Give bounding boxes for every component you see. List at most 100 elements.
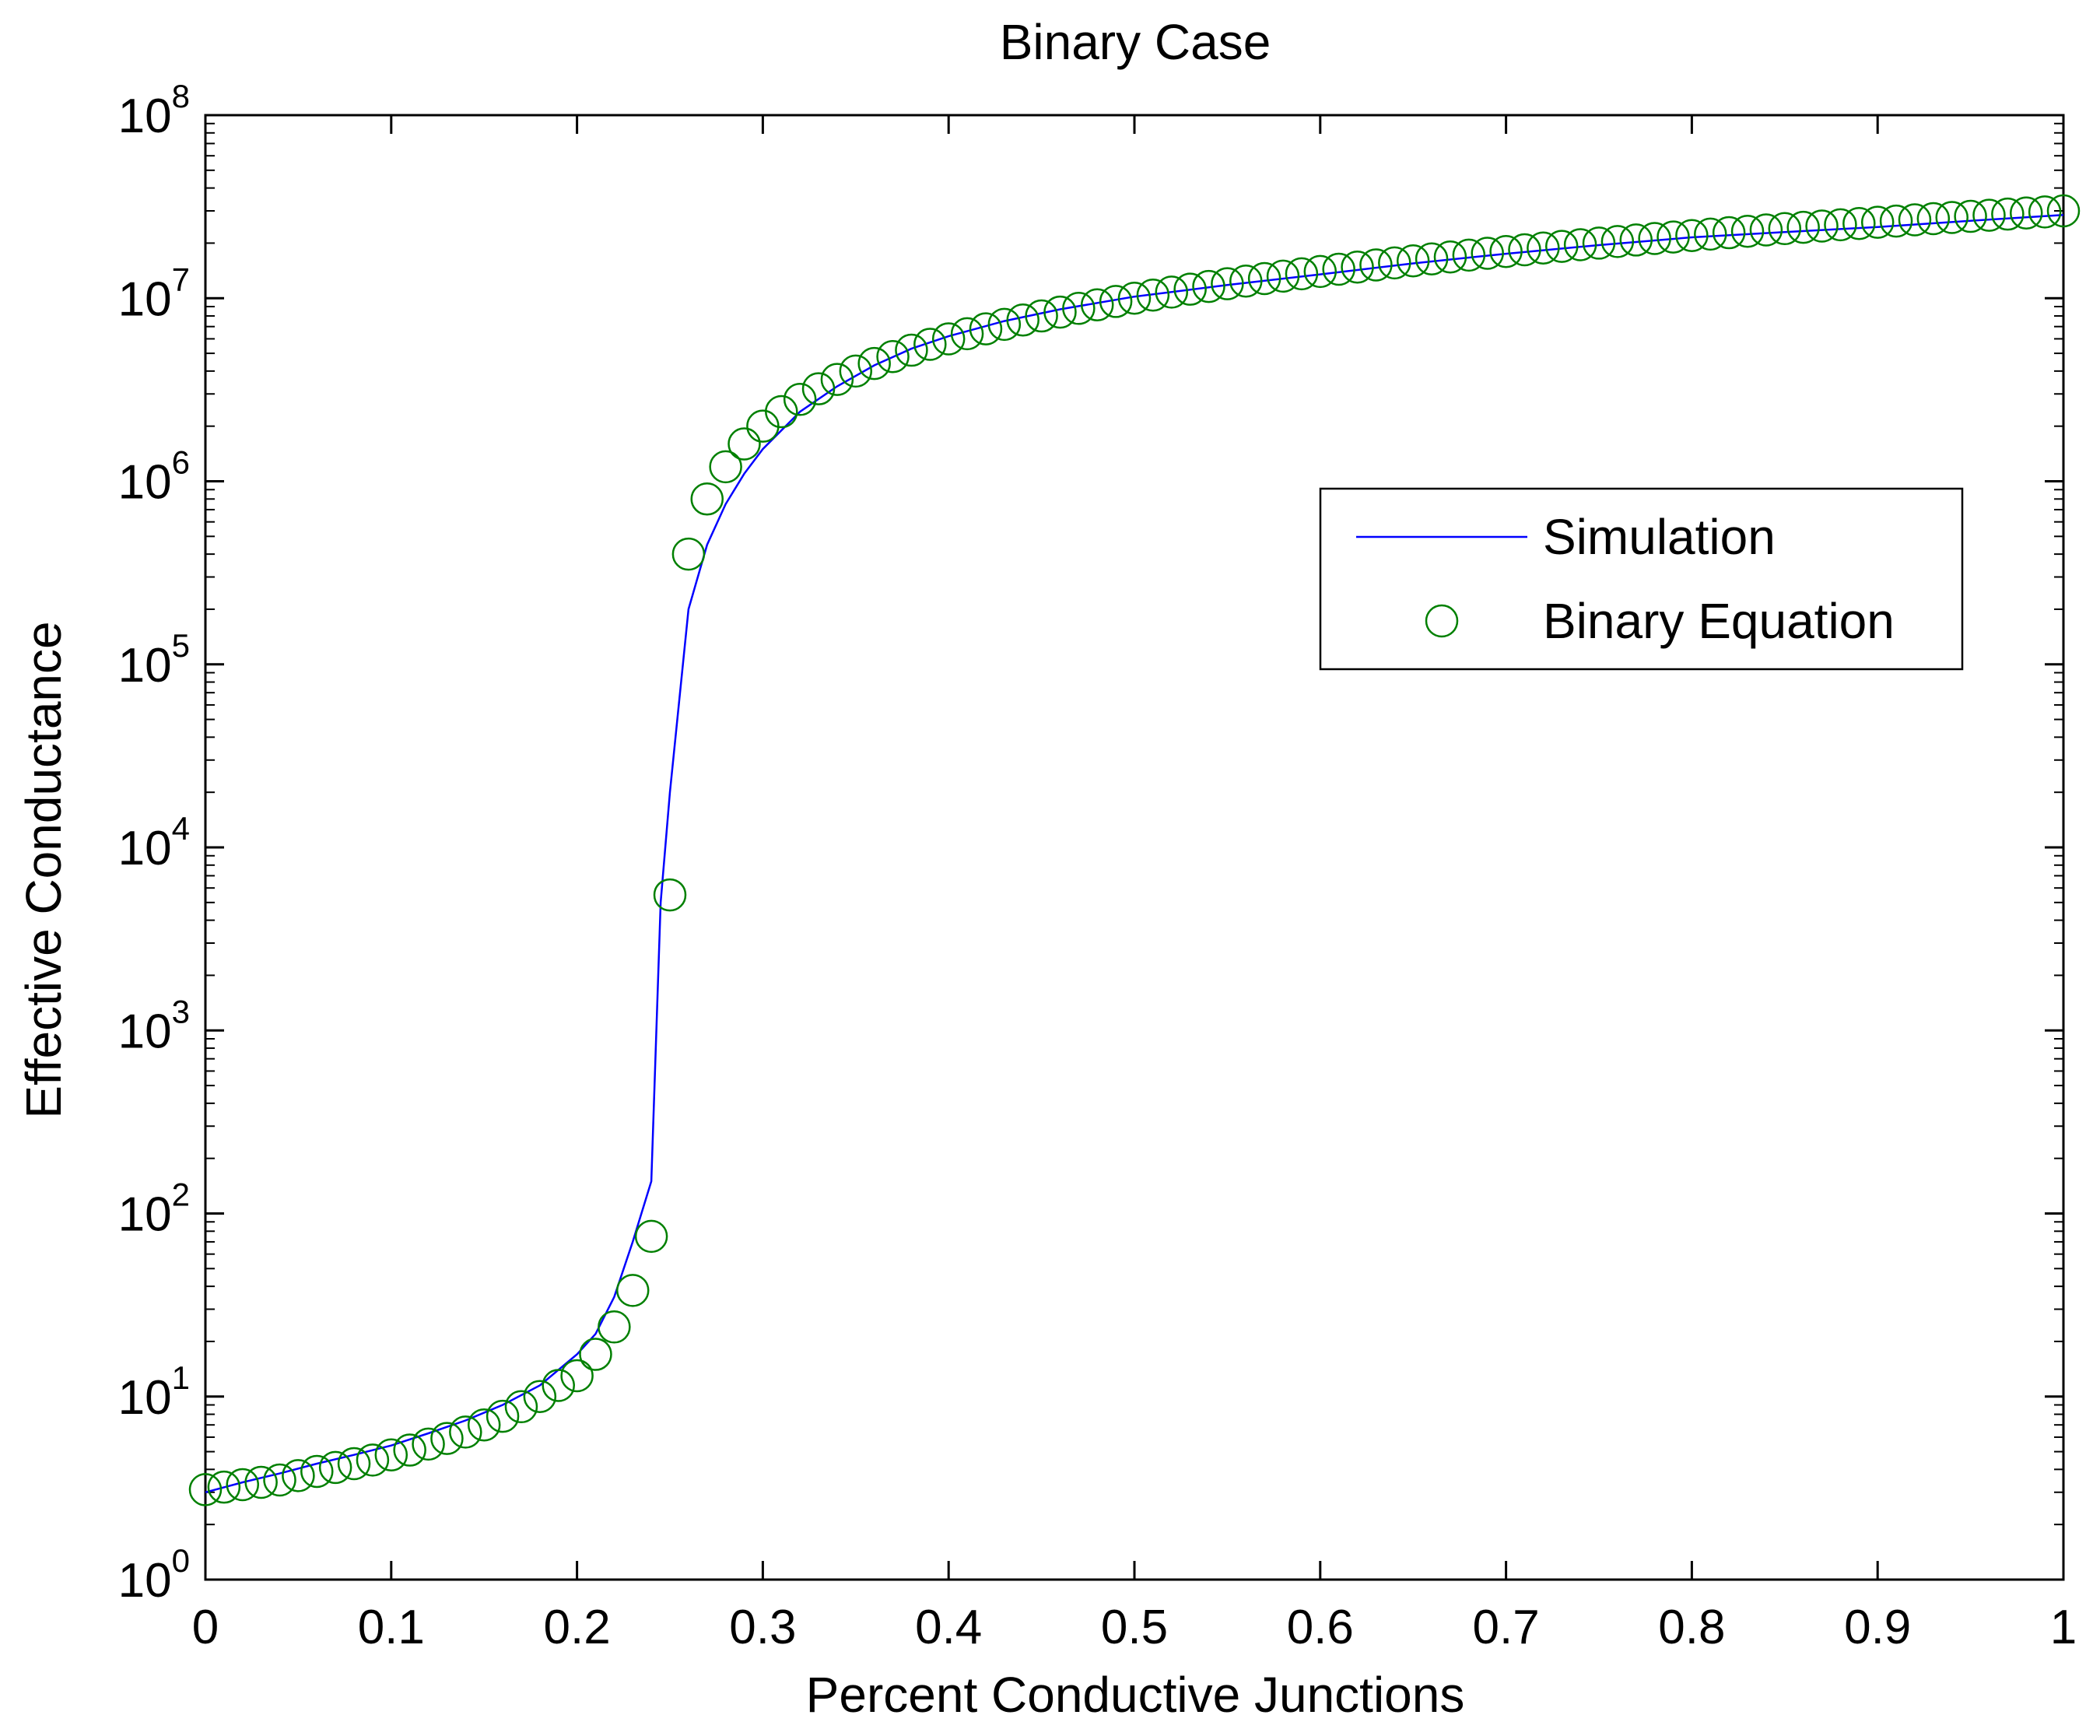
y-tick-label-base: 10	[118, 272, 172, 326]
data-point-binary-equation	[1471, 237, 1504, 270]
data-point-binary-equation	[560, 1359, 594, 1393]
data-point-binary-equation	[839, 354, 873, 388]
data-point-binary-equation	[486, 1399, 520, 1433]
data-point-binary-equation	[876, 339, 910, 374]
y-tick-label-base: 10	[118, 1371, 172, 1425]
data-point-binary-equation	[579, 1338, 612, 1371]
y-tick-label: 104	[118, 810, 190, 875]
data-point-binary-equation	[801, 372, 836, 405]
legend-box	[1319, 487, 1964, 671]
y-tick-label: 102	[118, 1177, 190, 1242]
y-tick-label-base: 10	[118, 639, 172, 693]
y-tick-label-base: 10	[118, 822, 172, 875]
data-point-binary-equation	[207, 1470, 241, 1504]
x-tick-label: 1	[2050, 1601, 2077, 1654]
data-point-binary-equation	[1359, 248, 1393, 282]
x-tick-label: 0	[192, 1601, 219, 1654]
data-point-binary-equation	[1749, 213, 1783, 247]
data-point-binary-equation	[430, 1422, 464, 1455]
y-tick-label: 108	[118, 78, 190, 143]
y-tick-label-exponent: 4	[172, 810, 190, 847]
data-point-binary-equation	[950, 317, 984, 351]
data-point-binary-equation	[1972, 198, 2006, 232]
data-point-binary-equation	[727, 427, 761, 461]
data-point-binary-equation	[1600, 225, 1635, 258]
data-point-binary-equation	[318, 1450, 352, 1485]
y-tick-label-base: 10	[118, 1188, 172, 1242]
data-point-binary-equation	[913, 328, 947, 361]
y-tick-label-exponent: 2	[172, 1177, 190, 1213]
y-tick-label: 103	[118, 993, 190, 1058]
data-point-binary-equation	[615, 1274, 650, 1307]
data-point-binary-equation	[1415, 242, 1449, 275]
x-tick-label: 0.9	[1844, 1601, 1911, 1654]
data-point-binary-equation	[765, 395, 798, 429]
data-point-binary-equation	[523, 1380, 557, 1413]
data-point-binary-equation	[1582, 226, 1616, 260]
data-point-binary-equation	[1657, 220, 1690, 254]
data-point-binary-equation	[337, 1447, 371, 1481]
data-point-binary-equation	[1527, 231, 1560, 265]
data-point-binary-equation	[226, 1468, 260, 1502]
data-point-binary-equation	[1229, 265, 1263, 298]
data-point-binary-equation	[1508, 233, 1541, 267]
data-point-binary-equation	[1544, 230, 1579, 263]
data-point-binary-equation	[263, 1463, 296, 1497]
data-point-binary-equation	[1117, 282, 1152, 315]
data-point-binary-equation	[820, 363, 854, 396]
y-tick-label-exponent: 3	[172, 993, 190, 1029]
x-tick-label: 0.2	[543, 1601, 610, 1654]
data-point-binary-equation	[1954, 199, 1987, 233]
data-point-binary-equation	[467, 1408, 501, 1442]
data-point-binary-equation	[1192, 269, 1225, 303]
y-tick-label: 101	[118, 1359, 190, 1425]
data-point-binary-equation	[1285, 257, 1319, 291]
data-point-binary-equation	[1062, 292, 1096, 325]
data-point-binary-equation	[1991, 197, 2025, 231]
data-point-binary-equation	[1675, 219, 1709, 252]
y-tick-label-base: 10	[118, 1005, 172, 1058]
x-tick-label: 0.4	[915, 1601, 982, 1654]
data-point-binary-equation	[2046, 194, 2081, 228]
data-point-binary-equation	[1433, 240, 1467, 274]
data-point-binary-equation	[1452, 238, 1486, 272]
y-tick-label: 100	[118, 1542, 190, 1608]
data-point-binary-equation	[1080, 288, 1114, 322]
data-point-binary-equation	[783, 383, 817, 416]
data-point-binary-equation	[1730, 215, 1765, 248]
data-point-binary-equation	[1786, 210, 1820, 244]
data-point-binary-equation	[1155, 275, 1189, 309]
data-point-binary-equation	[1341, 250, 1374, 284]
x-tick-label: 0.6	[1287, 1601, 1354, 1654]
data-point-binary-equation	[895, 333, 928, 367]
data-point-binary-equation	[2009, 196, 2043, 230]
data-point-binary-equation	[504, 1390, 538, 1424]
data-point-binary-equation	[1898, 203, 1932, 237]
data-point-binary-equation	[987, 307, 1022, 342]
y-tick-label-exponent: 8	[172, 78, 190, 114]
y-tick-label-exponent: 1	[172, 1359, 190, 1396]
y-tick-label-base: 10	[118, 1554, 172, 1608]
data-point-binary-equation	[542, 1369, 575, 1402]
data-point-binary-equation	[1099, 285, 1133, 318]
data-point-binary-equation	[857, 346, 891, 381]
legend-marker-swatch	[1425, 604, 1459, 638]
x-tick-label: 0.1	[358, 1601, 425, 1654]
chart-title: Binary Case	[1000, 14, 1271, 70]
y-tick-label-exponent: 5	[172, 627, 190, 664]
y-tick-label-exponent: 0	[172, 1542, 190, 1579]
x-axis-label: Percent Conductive Junctions	[806, 1667, 1465, 1723]
data-point-binary-equation	[1006, 303, 1039, 337]
data-point-binary-equation	[1879, 204, 1913, 238]
data-point-binary-equation	[393, 1433, 426, 1467]
data-point-binary-equation	[1043, 295, 1077, 329]
data-point-binary-equation	[356, 1443, 390, 1477]
data-point-binary-equation	[1824, 208, 1857, 242]
data-point-binary-equation	[1842, 206, 1876, 240]
x-tick-label: 0.3	[729, 1601, 796, 1654]
data-point-binary-equation	[412, 1427, 445, 1461]
series-line-simulation	[205, 213, 2064, 1494]
data-point-binary-equation	[1712, 216, 1746, 250]
y-tick-label-base: 10	[118, 89, 172, 143]
